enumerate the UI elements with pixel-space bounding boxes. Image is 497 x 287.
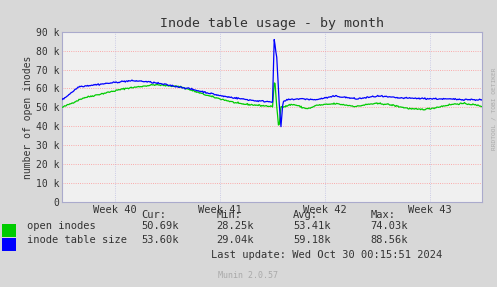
Text: RRDTOOL / TOBI OETIKER: RRDTOOL / TOBI OETIKER [491, 68, 496, 150]
Text: Last update: Wed Oct 30 00:15:51 2024: Last update: Wed Oct 30 00:15:51 2024 [211, 250, 442, 260]
Text: 29.04k: 29.04k [216, 235, 253, 245]
Text: 28.25k: 28.25k [216, 221, 253, 231]
Title: Inode table usage - by month: Inode table usage - by month [160, 18, 384, 30]
Y-axis label: number of open inodes: number of open inodes [23, 55, 33, 179]
Text: 53.60k: 53.60k [142, 235, 179, 245]
Text: Min:: Min: [216, 210, 241, 220]
Text: 53.41k: 53.41k [293, 221, 331, 231]
Text: inode table size: inode table size [27, 235, 127, 245]
Text: 88.56k: 88.56k [370, 235, 408, 245]
Text: 50.69k: 50.69k [142, 221, 179, 231]
Text: Avg:: Avg: [293, 210, 318, 220]
Text: 74.03k: 74.03k [370, 221, 408, 231]
Text: Munin 2.0.57: Munin 2.0.57 [219, 271, 278, 280]
Text: Max:: Max: [370, 210, 395, 220]
Text: 59.18k: 59.18k [293, 235, 331, 245]
Text: open inodes: open inodes [27, 221, 96, 231]
Text: Cur:: Cur: [142, 210, 166, 220]
